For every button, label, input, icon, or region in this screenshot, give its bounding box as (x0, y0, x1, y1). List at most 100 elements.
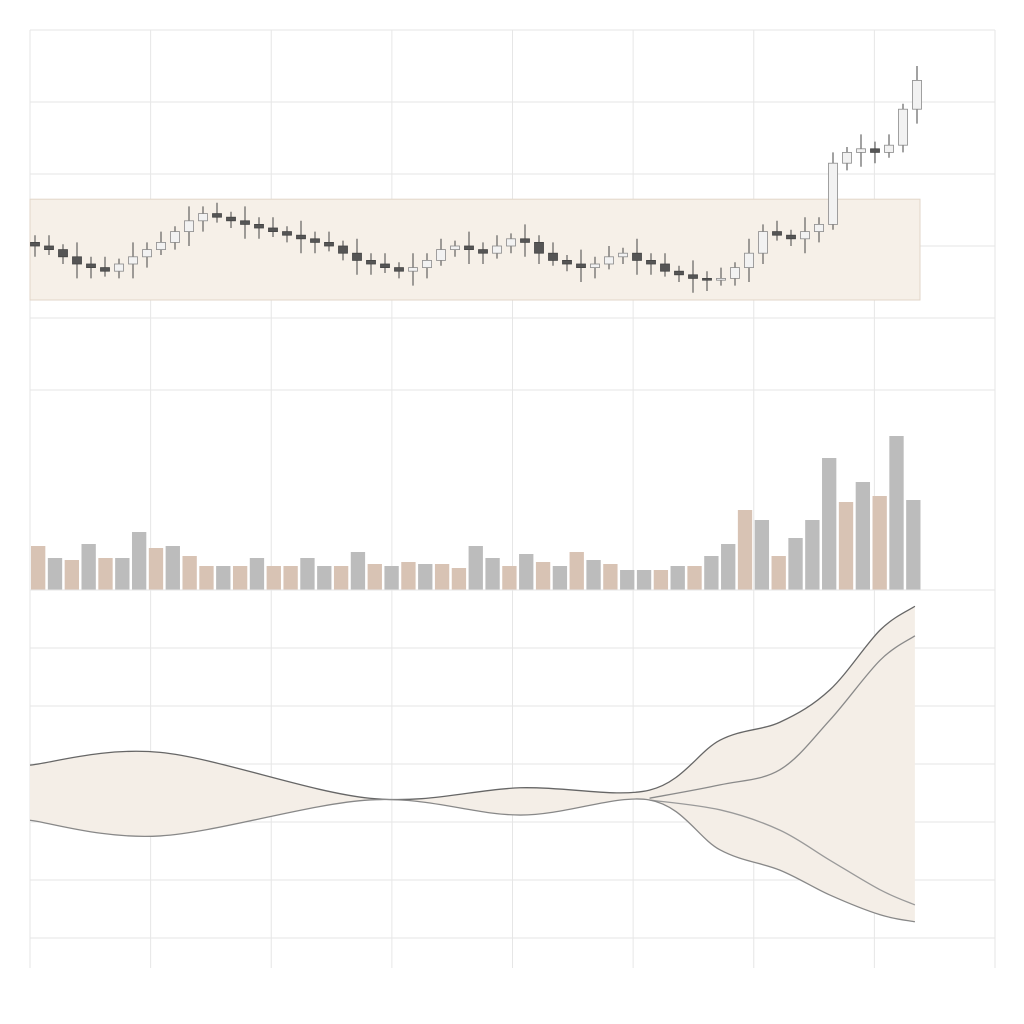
candle-body (44, 245, 54, 250)
volume-bar (216, 566, 231, 590)
candle-body (744, 252, 754, 268)
candle-body (618, 252, 628, 258)
band-line (29, 798, 916, 923)
candle-body (72, 256, 82, 265)
volume-bar (535, 562, 551, 590)
volume-bar (148, 548, 164, 590)
candle-body (604, 256, 614, 265)
volume-bar (232, 566, 248, 590)
candle-body (226, 216, 236, 222)
volume-bar (620, 570, 635, 590)
candle-body (282, 231, 292, 236)
candle-body (828, 162, 838, 225)
volume-bar (468, 546, 483, 590)
volume-bar (434, 564, 450, 590)
candle-body (310, 238, 320, 243)
candle-body (184, 220, 194, 233)
volume-bar (788, 538, 803, 590)
candle-body (478, 249, 488, 254)
candle-body (688, 274, 698, 279)
candle-body (100, 267, 110, 272)
candle-body (884, 144, 894, 153)
candle-body (380, 263, 390, 268)
candle-body (716, 277, 726, 281)
volume-bar (283, 566, 298, 590)
band-line (29, 605, 916, 801)
candle-body (114, 263, 124, 272)
volume-bar (687, 566, 702, 590)
volume-bar (889, 436, 904, 590)
volume-bar (805, 520, 820, 590)
volume-bar (47, 558, 63, 590)
volume-bar (367, 564, 382, 590)
volume-bar (317, 566, 332, 590)
volume-bar (98, 558, 113, 590)
volume-bar (418, 564, 433, 590)
volume-bar (165, 546, 180, 590)
candle-body (394, 267, 404, 272)
candle-body (800, 231, 810, 240)
candle-body (674, 270, 684, 276)
candle-body (268, 227, 278, 232)
volume-bar (249, 558, 265, 590)
volume-bar (653, 570, 669, 590)
volume-bar (519, 554, 534, 590)
volume-bar (586, 560, 601, 590)
volume-bar (300, 558, 315, 590)
candle-body (30, 241, 40, 247)
band-line (649, 799, 916, 906)
volume-bar (350, 552, 366, 590)
candle-body (842, 151, 852, 164)
candle-body (352, 252, 362, 261)
candle-body (422, 259, 432, 268)
volume-bar (670, 566, 685, 590)
candle-body (856, 148, 866, 153)
band-line (649, 635, 916, 799)
candle-body (492, 245, 502, 254)
volume-bar (906, 500, 921, 590)
candle-body (730, 267, 740, 279)
candle-body (898, 108, 908, 146)
candle-body (156, 241, 166, 250)
candle-body (198, 213, 208, 222)
volume-bar (131, 532, 147, 590)
candle-body (408, 267, 418, 272)
candle-body (660, 263, 670, 272)
candle-body (464, 245, 474, 250)
candle-body (632, 252, 642, 261)
candle-body (128, 256, 138, 265)
volume-bar (737, 510, 753, 590)
volume-bar (754, 520, 770, 590)
volume-bar (569, 552, 584, 590)
candle-body (646, 259, 656, 265)
volume-bar (485, 558, 500, 590)
candle-body (254, 223, 264, 229)
volume-bar (838, 502, 854, 590)
volume-bar (451, 568, 467, 590)
volume-bar (771, 556, 786, 590)
candle-body (520, 238, 530, 243)
candle-body (702, 277, 712, 281)
volume-bar (115, 558, 130, 590)
candle-body (786, 234, 796, 240)
volume-bar (81, 544, 96, 590)
volume-bar (704, 556, 719, 590)
candle-body (436, 249, 446, 261)
candle-body (212, 213, 222, 218)
candle-body (240, 220, 250, 225)
volume-bar (333, 566, 349, 590)
volume-bar (872, 496, 887, 590)
candle-body (758, 231, 768, 254)
candle-body (450, 245, 460, 250)
volume-bar (266, 566, 281, 590)
candle-body (814, 223, 824, 232)
candle-body (576, 263, 586, 268)
candle-body (548, 252, 558, 261)
candle-body (86, 263, 96, 268)
volume-bar (401, 562, 416, 590)
candle-body (324, 241, 334, 247)
candle-body (296, 234, 306, 240)
candle-body (562, 259, 572, 265)
volume-bar (199, 566, 214, 590)
